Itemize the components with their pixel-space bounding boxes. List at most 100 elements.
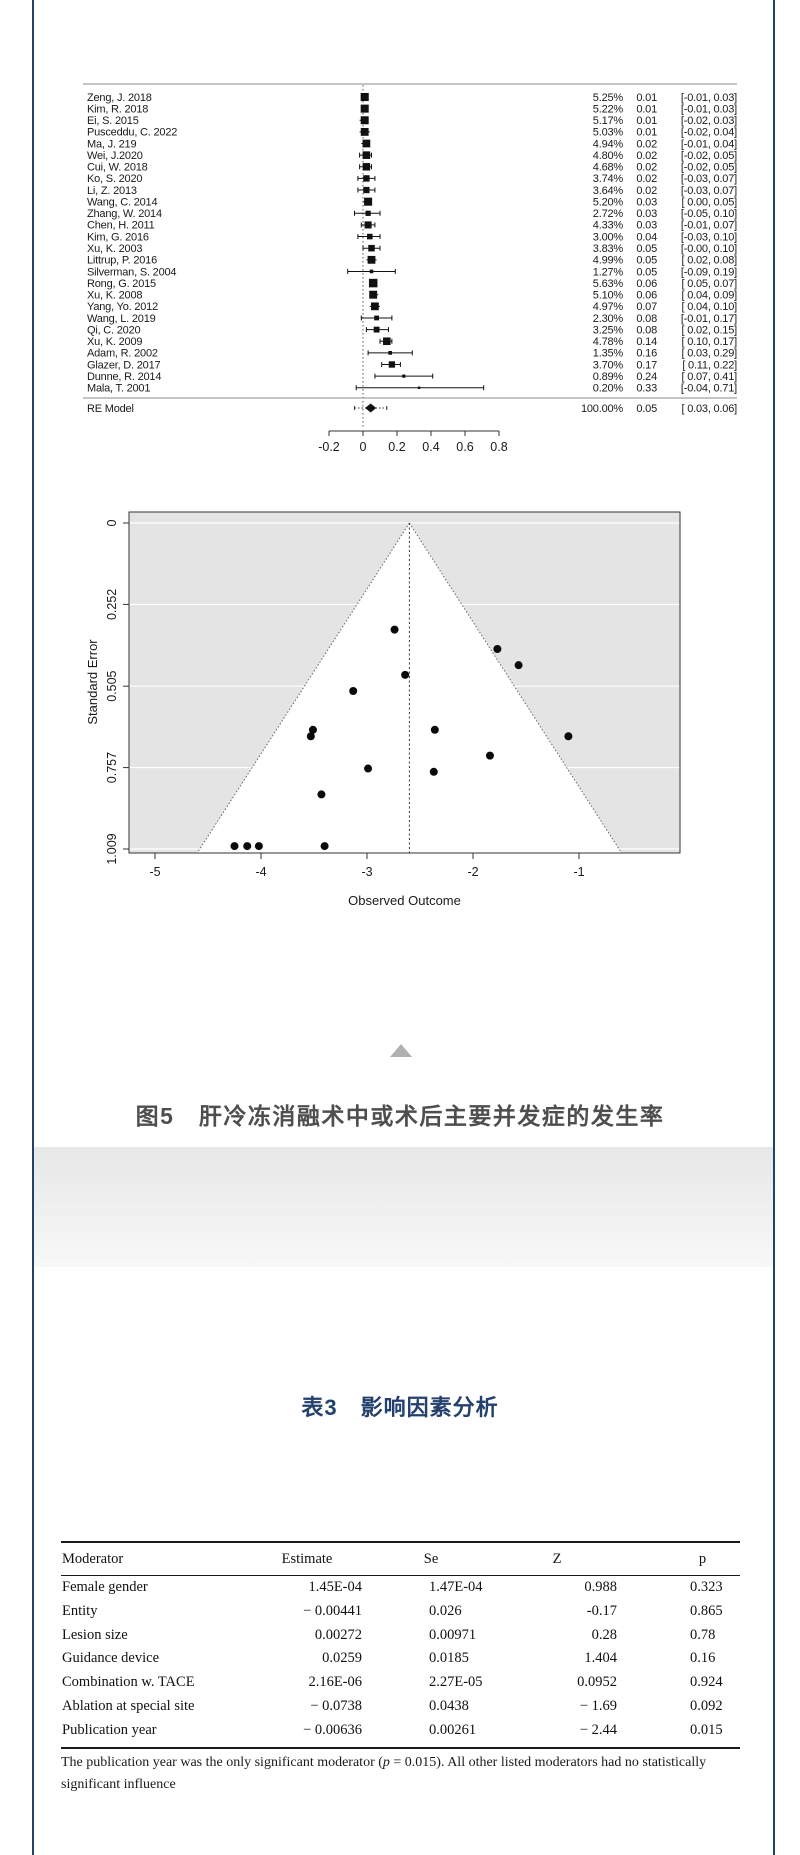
table-row: Guidance device 0.0259 0.0185 1.404 0.16 bbox=[61, 1647, 740, 1671]
forest-study-label: Wang, L. 2019 bbox=[87, 313, 156, 325]
funnel-data-point bbox=[320, 842, 329, 851]
table-cell: 1.47E-04 bbox=[429, 1579, 483, 1595]
table-cell: 1.45E-04 bbox=[308, 1579, 362, 1595]
forest-estimate: 0.33 bbox=[636, 383, 657, 395]
forest-estimate: 0.16 bbox=[636, 348, 657, 360]
forest-weight: 4.68% bbox=[593, 162, 624, 174]
funnel-x-tick-label: -1 bbox=[573, 865, 584, 879]
funnel-data-point bbox=[243, 842, 252, 851]
footnote-text: = 0.015). All other listed moderators ha… bbox=[61, 1755, 707, 1792]
forest-study-label: Pusceddu, C. 2022 bbox=[87, 127, 177, 139]
forest-weight: 3.00% bbox=[593, 231, 624, 243]
funnel-x-tick-label: -2 bbox=[467, 865, 478, 879]
table-row: Combination w. TACE 2.16E-06 2.27E-05 0.095… bbox=[61, 1671, 740, 1695]
forest-ci-text: [ 0.04, 0.09] bbox=[682, 290, 738, 302]
forest-point-square bbox=[369, 290, 378, 299]
footnote-p-symbol: p bbox=[382, 1755, 390, 1770]
table-title: 表3 影响因素分析 bbox=[301, 1395, 499, 1420]
table-header-cell: p bbox=[626, 1541, 740, 1576]
funnel-data-point bbox=[429, 767, 438, 776]
forest-study-label: Ma, J. 219 bbox=[87, 138, 136, 150]
forest-point-square bbox=[374, 315, 379, 321]
forest-ci-text: [-0.03, 0.07] bbox=[681, 185, 737, 197]
table-cell: 0.092 bbox=[690, 1697, 723, 1714]
forest-plot: Zeng, J. 2018 5.25% 0.01 [-0.01, 0.03] Kim, … bbox=[83, 83, 738, 454]
forest-study-label: Qi, C. 2020 bbox=[87, 324, 141, 336]
forest-point-square bbox=[360, 104, 369, 113]
forest-study-label: Li, Z. 2013 bbox=[87, 185, 137, 197]
forest-weight: 4.80% bbox=[593, 150, 624, 162]
forest-study-label: Mala, T. 2001 bbox=[87, 383, 150, 395]
forest-point-square bbox=[368, 244, 375, 252]
forest-ci-text: [-0.03, 0.10] bbox=[681, 231, 737, 243]
funnel-y-tick-label: 0.505 bbox=[105, 670, 119, 701]
table-cell: 0.015 bbox=[626, 1718, 740, 1749]
forest-estimate: 0.02 bbox=[636, 185, 657, 197]
funnel-data-point bbox=[430, 725, 439, 734]
forest-ci-text: [-0.02, 0.03] bbox=[681, 115, 737, 127]
forest-estimate: 0.02 bbox=[636, 162, 657, 174]
forest-study-label: Littrup, P. 2016 bbox=[87, 255, 157, 267]
forest-study-label: Cui, W. 2018 bbox=[87, 162, 148, 174]
forest-point-square bbox=[360, 92, 369, 102]
forest-point-square bbox=[360, 127, 369, 136]
table-cell: − 1.69 bbox=[579, 1697, 617, 1714]
forest-weight: 3.25% bbox=[593, 324, 624, 336]
forest-summary-label: RE Model bbox=[87, 403, 134, 415]
forest-x-tick-label: 0 bbox=[360, 440, 367, 454]
table-cell: Entity bbox=[62, 1602, 98, 1619]
funnel-data-point bbox=[485, 751, 494, 760]
forest-study-label: Chen, H. 2011 bbox=[87, 220, 155, 232]
forest-estimate: 0.02 bbox=[636, 150, 657, 162]
table-header-cell: Z bbox=[496, 1541, 626, 1576]
forest-point-square bbox=[363, 186, 370, 194]
forest-ci-text: [ 0.05, 0.07] bbox=[682, 278, 738, 290]
forest-study-label: Xu, K. 2008 bbox=[87, 290, 142, 302]
forest-study-label: Dunne, R. 2014 bbox=[87, 371, 161, 383]
forest-study-label: Xu, K. 2003 bbox=[87, 243, 142, 255]
forest-ci-text: [-0.00, 0.10] bbox=[681, 243, 737, 255]
forest-summary-weight: 100.00% bbox=[581, 403, 623, 415]
forest-point-square bbox=[362, 151, 371, 159]
forest-point-square bbox=[388, 361, 396, 368]
page-border-right bbox=[773, 0, 775, 1855]
forest-point-square bbox=[367, 233, 373, 240]
funnel-y-tick-label: 1.009 bbox=[105, 833, 119, 864]
forest-weight: 3.74% bbox=[593, 173, 624, 185]
forest-study-label: Xu, K. 2009 bbox=[87, 336, 142, 348]
forest-weight: 4.97% bbox=[593, 301, 624, 313]
table-cell: 2.27E-05 bbox=[429, 1674, 483, 1691]
forest-weight: 2.30% bbox=[593, 313, 624, 325]
forest-study-label: Rong, G. 2015 bbox=[87, 278, 156, 290]
forest-weight: 4.33% bbox=[593, 220, 624, 232]
forest-estimate: 0.02 bbox=[636, 138, 657, 150]
table-header-cell: Se bbox=[366, 1541, 496, 1576]
figure-caption: 图5 肝冷冻消融术中或术后主要并发症的发生率 bbox=[135, 1103, 665, 1129]
forest-study-label: Yang, Yo. 2012 bbox=[87, 301, 158, 313]
forest-x-tick-label: -0.2 bbox=[318, 440, 340, 454]
forest-study-label: Kim, R. 2018 bbox=[87, 103, 148, 115]
forest-study-label: Zeng, J. 2018 bbox=[87, 92, 152, 104]
forest-ci-text: [-0.01, 0.07] bbox=[681, 220, 737, 232]
funnel-data-point bbox=[308, 725, 317, 734]
funnel-data-point bbox=[364, 764, 373, 773]
forest-estimate: 0.14 bbox=[636, 336, 657, 348]
forest-point-square bbox=[373, 326, 380, 333]
forest-study-label: Wei, J.2020 bbox=[87, 150, 143, 162]
footnote-text: The publication year was the only signif… bbox=[61, 1755, 383, 1770]
funnel-data-point bbox=[230, 842, 239, 851]
forest-estimate: 0.06 bbox=[636, 290, 657, 302]
funnel-y-axis-label: Standard Error bbox=[85, 639, 100, 725]
forest-x-tick-label: 0.2 bbox=[388, 440, 405, 454]
table-header-cell: Moderator bbox=[61, 1541, 251, 1576]
forest-estimate: 0.01 bbox=[636, 115, 657, 127]
forest-ci-text: [-0.02, 0.04] bbox=[681, 127, 737, 139]
table-cell: Publication year bbox=[61, 1718, 251, 1749]
table-cell: 1.404 bbox=[584, 1650, 617, 1667]
forest-estimate: 0.06 bbox=[636, 278, 657, 290]
table-cell: Ablation at special site bbox=[62, 1697, 195, 1714]
forest-summary-ci: [ 0.03, 0.06] bbox=[682, 403, 738, 415]
forest-weight: 1.35% bbox=[593, 348, 624, 360]
collapse-arrow-icon[interactable] bbox=[390, 1044, 412, 1057]
